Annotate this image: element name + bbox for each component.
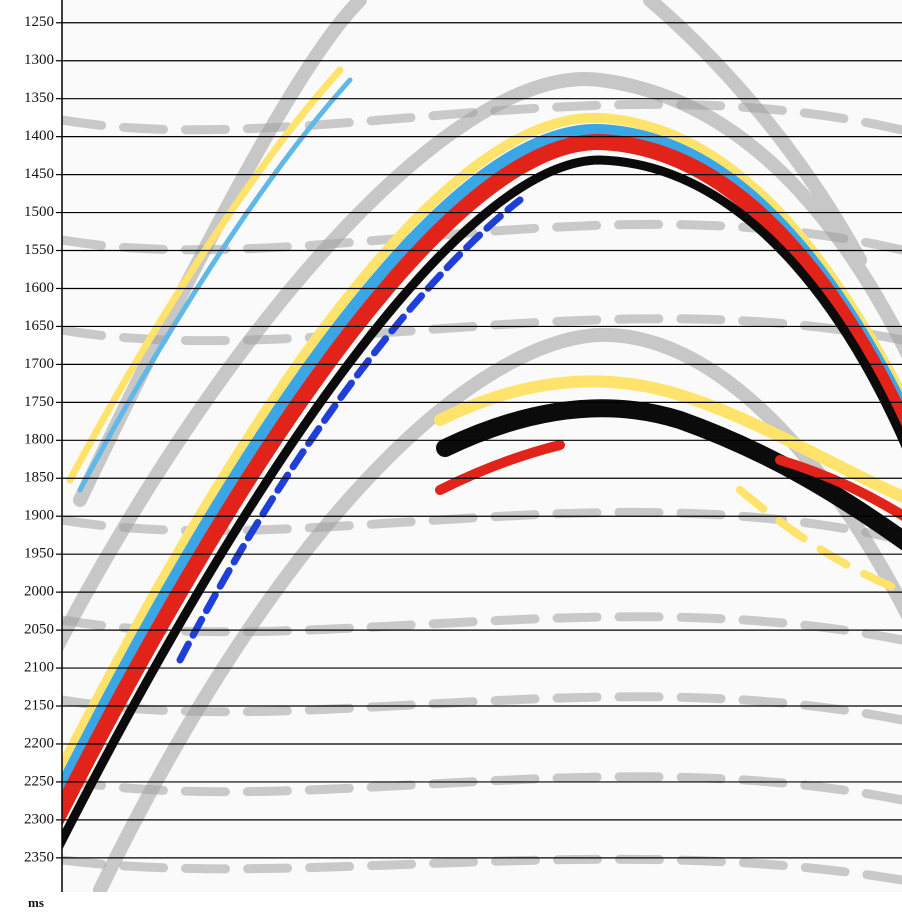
y-tick-label: 2300: [24, 811, 54, 827]
y-tick-label: 2100: [24, 659, 54, 675]
y-tick-label: 1850: [24, 470, 54, 486]
y-tick-label: 1900: [24, 508, 54, 524]
y-tick-label: 1350: [24, 90, 54, 106]
y-tick-label: 2150: [24, 697, 54, 713]
event-black: [62, 155, 902, 851]
event-red: [62, 133, 902, 827]
y-tick-label: 1800: [24, 432, 54, 448]
event-yellow: [736, 486, 902, 594]
event-red: [775, 455, 902, 521]
y-tick-label: 1400: [24, 128, 54, 144]
event-yellow: [66, 66, 344, 484]
y-tick-label: 1600: [24, 280, 54, 296]
event-blue: [77, 77, 353, 493]
y-tick-label: 1250: [24, 14, 54, 30]
y-axis-label: ms: [28, 895, 44, 910]
y-tick-label: 2050: [24, 622, 54, 638]
event-dark-blue: [176, 196, 524, 664]
y-tick-label: 1750: [24, 394, 54, 410]
seismic-image: [62, 0, 902, 892]
y-tick-label: 1500: [24, 204, 54, 220]
event-yellow: [434, 375, 902, 504]
event-black: [436, 399, 902, 551]
y-tick-label: 2250: [24, 773, 54, 789]
y-tick-label: 2350: [24, 849, 54, 865]
y-tick-label: 1950: [24, 546, 54, 562]
y-tick-label: 1700: [24, 356, 54, 372]
y-tick-label: 1300: [24, 52, 54, 68]
y-tick-label: 2200: [24, 735, 54, 751]
y-tick-label: 1650: [24, 318, 54, 334]
event-red: [435, 440, 565, 495]
y-tick-label: 2000: [24, 584, 54, 600]
y-tick-label: 1550: [24, 242, 54, 258]
y-tick-label: 1450: [24, 166, 54, 182]
